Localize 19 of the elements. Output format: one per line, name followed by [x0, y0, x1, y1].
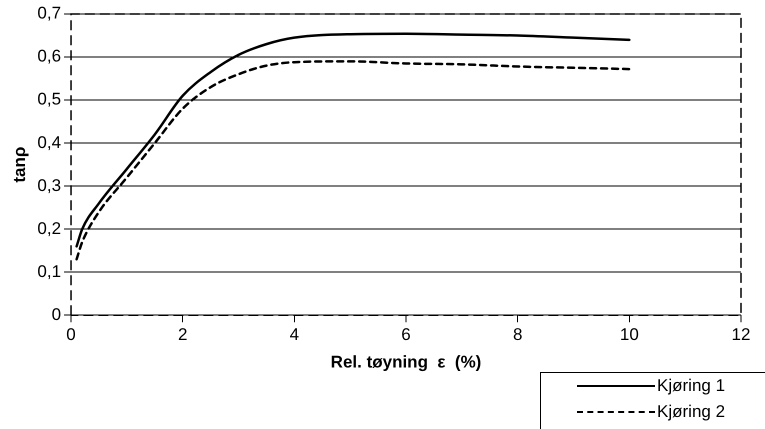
legend-label: Kjøring 2 [657, 402, 726, 422]
x-tick-label: 6 [401, 325, 411, 344]
y-axis-title: tanρ [10, 146, 29, 183]
y-tick-label: 0,3 [37, 176, 62, 195]
y-tick-label: 0,1 [37, 262, 62, 281]
y-tick-label: 0,5 [37, 90, 62, 109]
x-axis-title: Rel. tøyning ε (%) [330, 352, 482, 372]
x-tick-label: 0 [66, 325, 76, 344]
y-tick-label: 0,6 [37, 46, 62, 66]
y-tick-label: 0,7 [37, 4, 62, 23]
x-tick-label: 12 [732, 325, 750, 344]
x-tick-label: 2 [178, 325, 188, 344]
x-tick-label: 8 [512, 325, 522, 344]
y-tick-label: 0 [52, 304, 62, 324]
x-tick-label: 4 [290, 325, 300, 344]
x-tick-label: 10 [620, 325, 639, 344]
legend-label: Kjøring 1 [657, 376, 726, 396]
y-tick-label: 0,4 [37, 132, 62, 152]
y-tick-label: 0,2 [37, 218, 62, 238]
